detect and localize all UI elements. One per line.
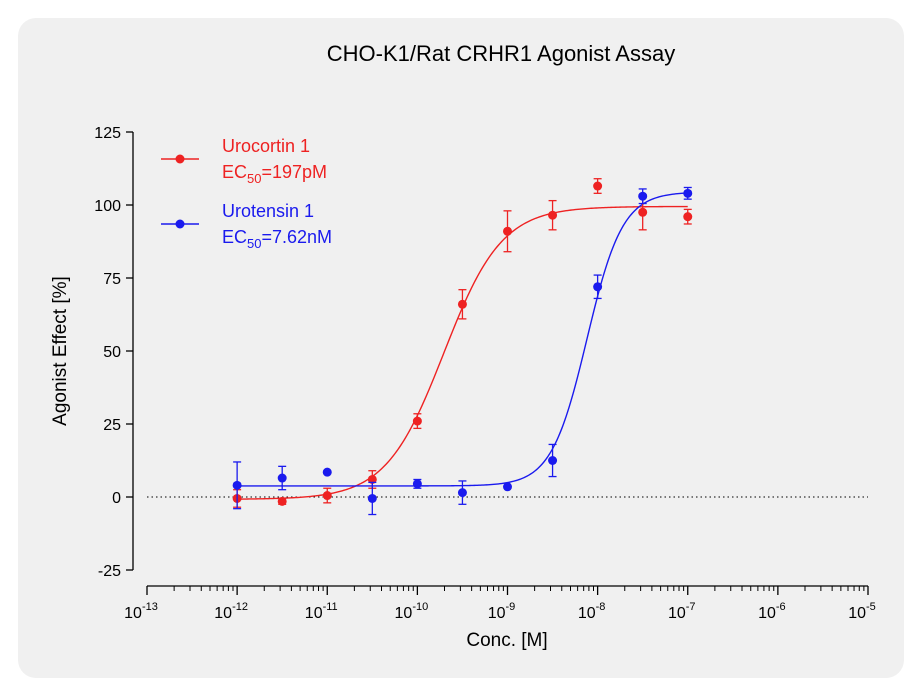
fit-curve-urocortin [237,205,688,500]
legend-entry-urotensin: Urotensin 1 EC50=7.62nM [161,201,332,251]
data-point [593,181,603,191]
legend-entry-urocortin: Urocortin 1 EC50=197pM [161,136,327,186]
legend-label-urocortin: Urocortin 1 [222,136,310,156]
data-point [367,474,377,484]
legend-label-urotensin: Urotensin 1 [222,201,314,221]
data-point [638,207,648,217]
data-point [503,226,512,236]
data-point [322,491,332,501]
data-point [593,282,603,292]
data-point [367,493,377,503]
data-point [277,473,287,483]
y-tick-label: 25 [103,417,121,434]
data-point [412,479,422,489]
x-axis-label: Conc. [M] [466,630,547,651]
y-tick-label: 0 [112,490,121,507]
legend-marker-urotensin [175,219,185,229]
x-tick-label: 10-8 [578,601,606,622]
data-point [457,488,467,498]
legend: Urocortin 1 EC50=197pM Urotensin 1 EC50=… [161,136,332,251]
y-axis-label: Agonist Effect [%] [50,276,71,426]
legend-ec50-urocortin: EC50=197pM [222,162,327,186]
data-points [232,178,693,516]
data-point [412,416,422,426]
data-point [548,456,558,465]
legend-marker-urocortin [175,154,185,164]
data-point [277,496,287,506]
y-tick-label: 125 [94,125,121,142]
x-tick-label: 10-9 [488,601,516,622]
data-point [548,210,558,220]
x-tick-label: 10-6 [758,601,786,622]
y-tick-label: 50 [103,344,121,361]
data-point [503,482,512,492]
y-axis: -25 0 25 50 75 100 125 [94,125,134,580]
chart-title: CHO-K1/Rat CRHR1 Agonist Assay [327,41,675,66]
data-point [457,299,467,309]
y-tick-label: 100 [94,198,121,215]
data-point [683,212,693,222]
y-tick-label: -25 [98,563,121,580]
x-tick-label: 10-12 [214,601,248,622]
data-point [683,188,693,198]
x-tick-label: 10-10 [395,601,429,622]
legend-ec50-urotensin: EC50=7.62nM [222,227,332,251]
data-point [638,191,648,201]
data-point [232,480,242,490]
data-point [322,467,332,477]
y-tick-label: 75 [103,271,121,288]
x-tick-label: 10-11 [305,601,338,622]
chart-panel [18,18,904,678]
x-tick-label: 10-7 [668,601,696,622]
x-tick-label: 10-13 [124,601,158,622]
x-axis: 10-13 10-12 10-11 10-10 10-9 10-8 10-7 10-6 10-5 [124,585,876,622]
x-tick-label: 10-5 [848,601,876,622]
